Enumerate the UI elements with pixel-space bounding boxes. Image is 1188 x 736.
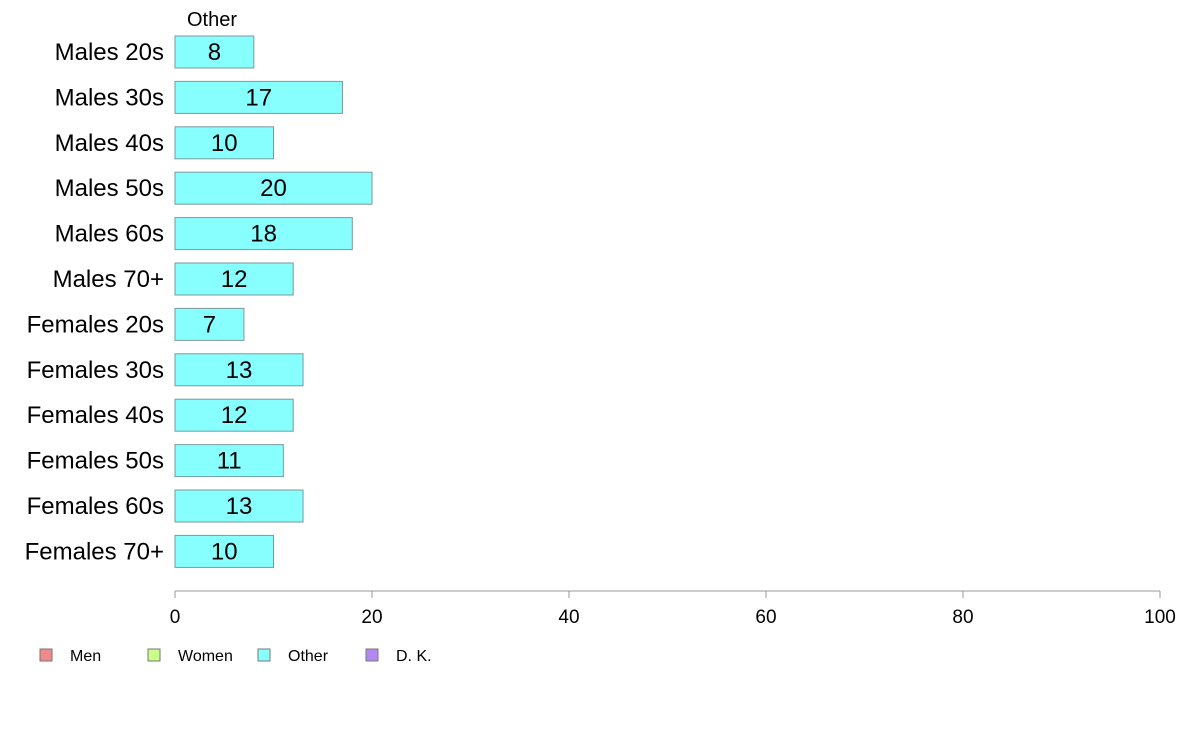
legend-swatch (147, 648, 161, 662)
legend-swatch (39, 648, 53, 662)
bar (174, 171, 373, 205)
category-label: Females 60s (27, 493, 164, 520)
category-label: Females 40s (27, 402, 164, 429)
legend-label: Women (178, 648, 233, 665)
bar (174, 35, 255, 69)
x-tick-label: 0 (170, 607, 181, 628)
value-label: 7 (203, 311, 216, 338)
category-label: Males 50s (55, 175, 164, 202)
bar (174, 534, 274, 568)
legend-swatch (365, 648, 379, 662)
x-tick-label: 60 (755, 607, 776, 628)
x-tick-label: 100 (1144, 607, 1176, 628)
legend-label: D. K. (396, 648, 432, 665)
value-label: 13 (226, 493, 253, 520)
legend: Men Women Other D. K. (39, 648, 432, 665)
column-header: Other (187, 9, 237, 31)
category-label: Males 70+ (53, 266, 164, 293)
value-label: 20 (260, 175, 287, 202)
legend-label: Men (70, 648, 101, 665)
category-label: Males 30s (55, 84, 164, 111)
legend-swatch (257, 648, 271, 662)
category-label: Females 70+ (25, 538, 164, 565)
x-tick-label: 80 (952, 607, 973, 628)
bar (174, 398, 294, 432)
category-label: Females 20s (27, 311, 164, 338)
value-label: 10 (211, 130, 238, 157)
value-label: 8 (208, 39, 221, 66)
category-label: Females 30s (27, 357, 164, 384)
value-label: 13 (226, 357, 253, 384)
category-label: Males 60s (55, 221, 164, 248)
x-tick-label: 20 (361, 607, 382, 628)
x-tick-label: 40 (558, 607, 579, 628)
bar (174, 80, 343, 114)
category-label: Males 20s (55, 39, 164, 66)
bar (174, 353, 304, 387)
bars-group: Males 20s 8 Males 30s 17 Males 40s 10 Males 50… (25, 35, 373, 568)
value-label: 12 (221, 402, 248, 429)
legend-label: Other (288, 648, 329, 665)
category-label: Females 50s (27, 448, 164, 475)
x-axis: 0 20 40 60 80 100 (170, 590, 1176, 628)
bar (174, 489, 304, 523)
category-label: Males 40s (55, 130, 164, 157)
value-label: 12 (221, 266, 248, 293)
bar (174, 126, 274, 160)
value-label: 18 (250, 221, 277, 248)
bar (174, 307, 245, 341)
value-label: 11 (217, 448, 242, 475)
bar (174, 262, 294, 296)
bar (174, 444, 284, 478)
value-label: 10 (211, 538, 238, 565)
bar (174, 217, 353, 251)
value-label: 17 (245, 84, 272, 111)
